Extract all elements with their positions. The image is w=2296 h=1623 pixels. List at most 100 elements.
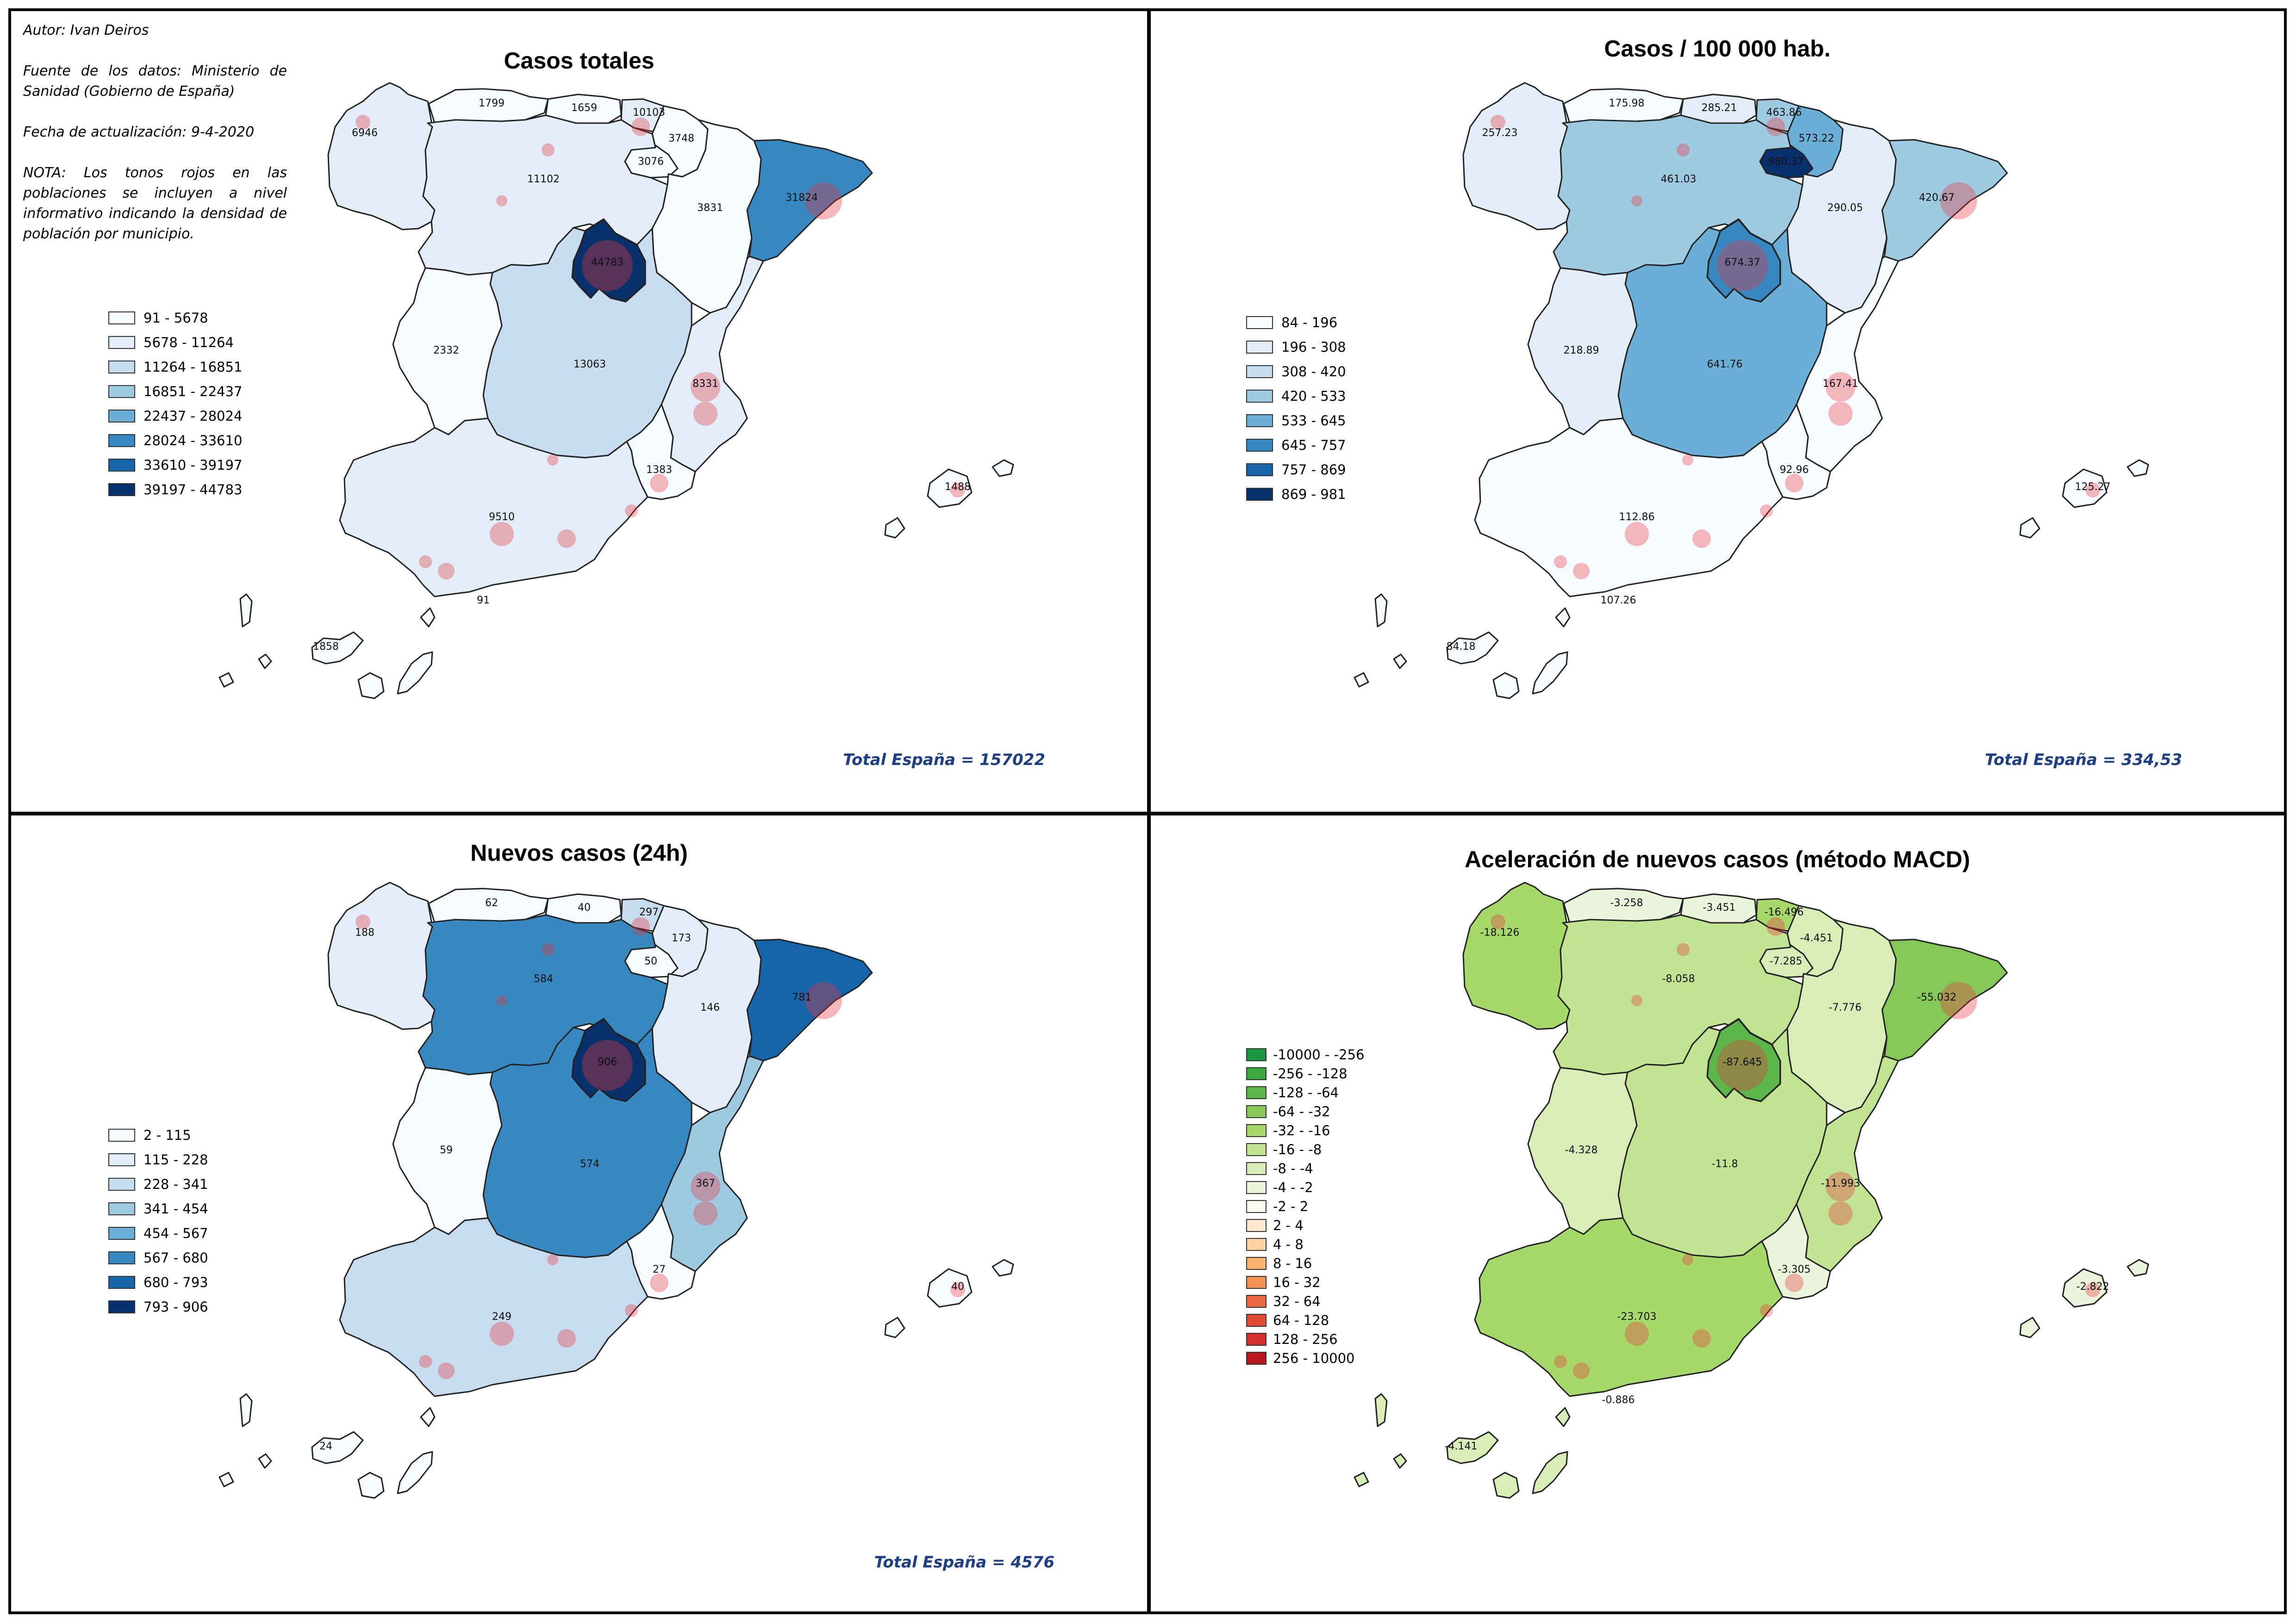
density-spot xyxy=(419,555,432,568)
legend-label: 869 - 981 xyxy=(1281,486,1346,502)
legend-item: 196 - 308 xyxy=(1246,335,1346,359)
region-label-canarias: 1858 xyxy=(313,641,339,653)
legend-label: 793 - 906 xyxy=(144,1299,208,1315)
legend-item: 2 - 4 xyxy=(1246,1216,1364,1235)
legend-label: 115 - 228 xyxy=(144,1151,208,1168)
region-label-aragon: 3831 xyxy=(697,202,723,214)
region-label-ceuta: 91 xyxy=(477,595,490,606)
legend-label: 16851 - 22437 xyxy=(144,383,243,399)
density-spot xyxy=(950,483,965,497)
legend-swatch xyxy=(108,1226,135,1240)
legend-item: 16851 - 22437 xyxy=(108,379,242,404)
legend-item: 4 - 8 xyxy=(1246,1235,1364,1254)
legend-swatch xyxy=(1246,1200,1267,1213)
region-label-asturias: 175.98 xyxy=(1609,98,1645,109)
region-label-murcia: 27 xyxy=(653,1264,666,1275)
density-spot xyxy=(547,454,558,466)
density-spot xyxy=(631,118,650,136)
region-label-navarra: 173 xyxy=(672,933,691,944)
region-label-extremadura: 59 xyxy=(440,1144,453,1156)
region-label-cyl: -8.058 xyxy=(1662,973,1695,985)
spain-map: 188 62 40 297 173 50 584 146 781 906 574 59 367 27 249… xyxy=(218,882,1014,1499)
legend-swatch xyxy=(108,1202,135,1215)
density-spot xyxy=(625,1304,638,1317)
spain-map: -18.126 -3.258 -3.451 -16.496 -4.451 -7.285 -8… xyxy=(1354,882,2149,1499)
region-label-andalucia: -23.703 xyxy=(1617,1311,1657,1323)
legend: 91 - 5678 5678 - 11264 11264 - 16851 16851 … xyxy=(108,305,242,502)
density-spot xyxy=(1682,1254,1693,1265)
legend-swatch xyxy=(1246,316,1273,329)
region-label-murcia: 1383 xyxy=(646,464,672,476)
region-canarias xyxy=(218,1393,436,1499)
legend: -10000 - -256 -256 - -128 -128 - -64 -64 - … xyxy=(1246,1045,1364,1368)
legend-label: 22437 - 28024 xyxy=(144,408,243,424)
legend-item: 128 - 256 xyxy=(1246,1330,1364,1349)
map-aceleracion-macd: -18.126 -3.258 -3.451 -16.496 -4.451 -7.285 -8… xyxy=(1354,882,2149,1499)
legend-label: 308 - 420 xyxy=(1281,363,1346,379)
legend-swatch xyxy=(108,1128,135,1142)
panel-title: Casos / 100 000 hab. xyxy=(1604,36,1831,62)
region-label-extremadura: -4.328 xyxy=(1565,1144,1598,1156)
region-label-cantabria: 40 xyxy=(578,902,591,914)
legend-item: 454 - 567 xyxy=(108,1221,208,1245)
legend-item: 2 - 115 xyxy=(108,1123,208,1147)
legend-swatch xyxy=(1246,1048,1267,1061)
region-label-baleares: 40 xyxy=(951,1281,964,1293)
region-label-baleares: 1488 xyxy=(945,481,971,493)
legend-item: 793 - 906 xyxy=(108,1294,208,1319)
legend-item: -8 - -4 xyxy=(1246,1159,1364,1178)
info-notes: Autor: Ivan Deiros Fuente de los datos: … xyxy=(23,20,287,265)
legend-item: 256 - 10000 xyxy=(1246,1349,1364,1368)
legend-swatch xyxy=(1246,1086,1267,1099)
density-spot xyxy=(691,372,720,402)
density-spot xyxy=(1625,1322,1649,1346)
legend-swatch xyxy=(1246,1237,1267,1251)
region-label-canarias: -4.141 xyxy=(1445,1441,1478,1452)
author-note: Autor: Ivan Deiros xyxy=(23,22,149,38)
legend-swatch xyxy=(1246,340,1273,354)
region-label-galicia: 257.23 xyxy=(1482,127,1518,139)
density-spot xyxy=(490,522,514,546)
legend-item: 645 - 757 xyxy=(1246,433,1346,457)
region-label-pvasco: -16.496 xyxy=(1765,907,1804,918)
legend-label: 28024 - 33610 xyxy=(144,432,243,448)
region-label-clm: 574 xyxy=(580,1158,599,1170)
region-label-navarra: 573.22 xyxy=(1799,133,1834,144)
density-spot xyxy=(1625,522,1649,546)
density-spot xyxy=(1631,195,1642,206)
region-label-baleares: -2.822 xyxy=(2077,1281,2109,1293)
density-spot xyxy=(631,917,650,936)
density-spot xyxy=(691,1172,720,1201)
legend-item: -128 - -64 xyxy=(1246,1083,1364,1102)
legend-swatch xyxy=(1246,1256,1267,1270)
legend-swatch xyxy=(108,311,135,324)
legend-item: 39197 - 44783 xyxy=(108,477,242,502)
region-label-rioja: 50 xyxy=(644,956,657,967)
region-label-cantabria: 285.21 xyxy=(1702,102,1737,114)
region-canarias xyxy=(1354,1393,1571,1499)
region-catalunya xyxy=(1881,139,2008,262)
legend-label: 84 - 196 xyxy=(1281,314,1338,330)
density-spot xyxy=(650,474,668,492)
legend-label: 33610 - 39197 xyxy=(144,457,243,473)
legend-label: -2 - 2 xyxy=(1273,1198,1309,1214)
region-baleares xyxy=(884,459,1014,539)
legend-swatch xyxy=(1246,463,1273,476)
legend-label: 228 - 341 xyxy=(144,1176,208,1192)
region-galicia xyxy=(327,82,436,230)
density-spot xyxy=(557,529,576,548)
region-label-madrid: -87.645 xyxy=(1723,1057,1762,1068)
density-spot xyxy=(542,143,555,156)
region-label-cantabria: 1659 xyxy=(571,102,597,114)
region-catalunya xyxy=(746,939,873,1062)
legend-swatch xyxy=(108,1153,135,1166)
legend-swatch xyxy=(1246,365,1273,378)
density-spot xyxy=(1491,115,1505,130)
density-spot xyxy=(1760,504,1773,517)
density-spot xyxy=(490,1322,514,1346)
legend-swatch xyxy=(1246,438,1273,452)
region-label-catalunya: -55.032 xyxy=(1917,992,1957,1003)
density-spot xyxy=(1940,182,1977,219)
region-label-extremadura: 2332 xyxy=(433,345,459,356)
spain-map: 257.23 175.98 285.21 463.86 573.22 980.37 461.… xyxy=(1354,82,2149,699)
